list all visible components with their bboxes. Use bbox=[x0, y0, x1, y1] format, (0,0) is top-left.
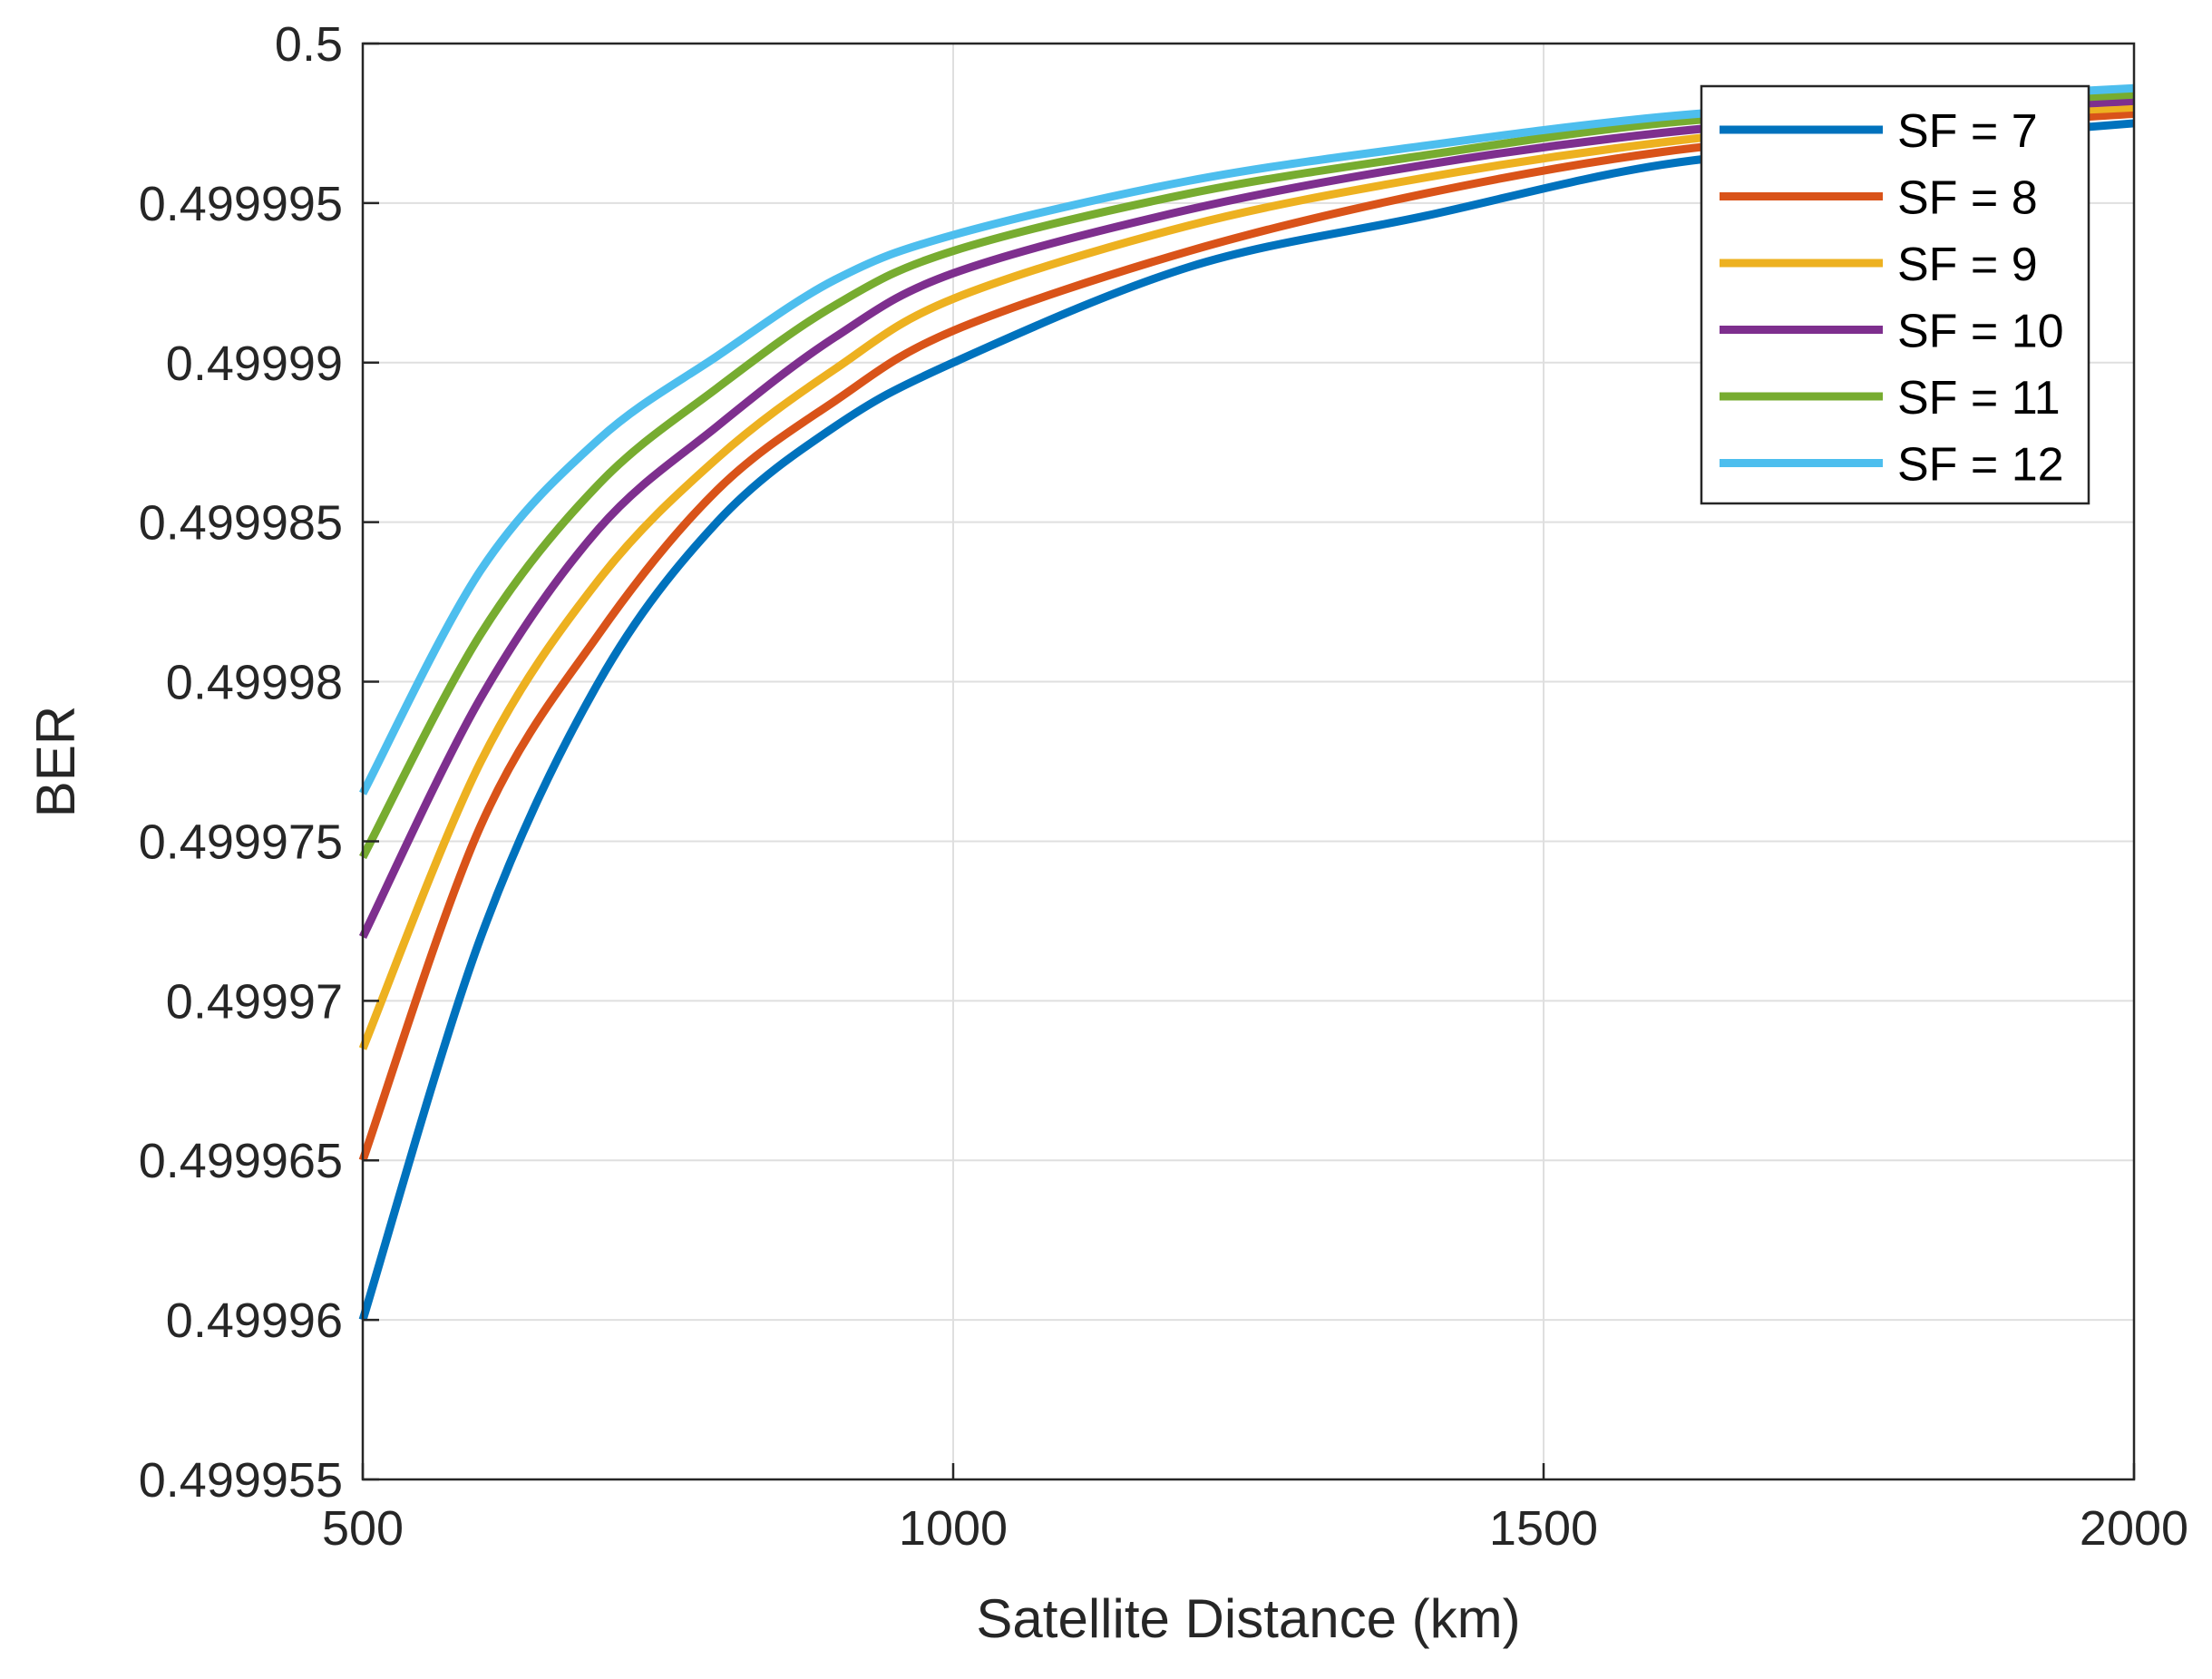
legend-label: SF = 7 bbox=[1897, 105, 2038, 158]
y-tick-label: 0.49996 bbox=[166, 1293, 343, 1348]
legend-label: SF = 10 bbox=[1897, 306, 2064, 358]
legend-box bbox=[1700, 84, 2090, 505]
x-axis-label: Satellite Distance (km) bbox=[976, 1588, 1520, 1649]
x-tick-label: 1000 bbox=[899, 1501, 1008, 1556]
plot-area bbox=[361, 42, 2136, 1481]
y-tick-label: 0.499995 bbox=[139, 177, 343, 231]
x-tick-label: 2000 bbox=[2080, 1501, 2188, 1556]
legend: SF = 7 SF = 8 SF = 9 SF = 10 SF = 11 SF = 12 bbox=[1700, 84, 2090, 505]
legend-label: SF = 12 bbox=[1897, 439, 2064, 492]
y-tick-label: 0.49997 bbox=[166, 974, 343, 1029]
x-axis-ticks: 500 1000 1500 2000 bbox=[322, 1463, 2188, 1556]
y-tick-label: 0.499985 bbox=[139, 496, 343, 551]
x-tick-label: 500 bbox=[322, 1501, 404, 1556]
legend-label: SF = 11 bbox=[1897, 372, 2061, 425]
y-tick-label: 0.49998 bbox=[166, 656, 343, 710]
legend-label: SF = 9 bbox=[1897, 239, 2038, 291]
y-tick-label: 0.49999 bbox=[166, 337, 343, 391]
legend-label: SF = 8 bbox=[1897, 172, 2038, 225]
y-tick-label: 0.499965 bbox=[139, 1134, 343, 1188]
x-tick-label: 1500 bbox=[1489, 1501, 1598, 1556]
y-axis-label: BER bbox=[25, 706, 86, 817]
y-axis-ticks: 0.499955 0.49996 0.499965 0.49997 0.499975 0.… bbox=[139, 17, 379, 1508]
y-tick-label: 0.499955 bbox=[139, 1453, 343, 1508]
y-tick-label: 0.5 bbox=[275, 17, 343, 72]
y-tick-label: 0.499975 bbox=[139, 815, 343, 869]
